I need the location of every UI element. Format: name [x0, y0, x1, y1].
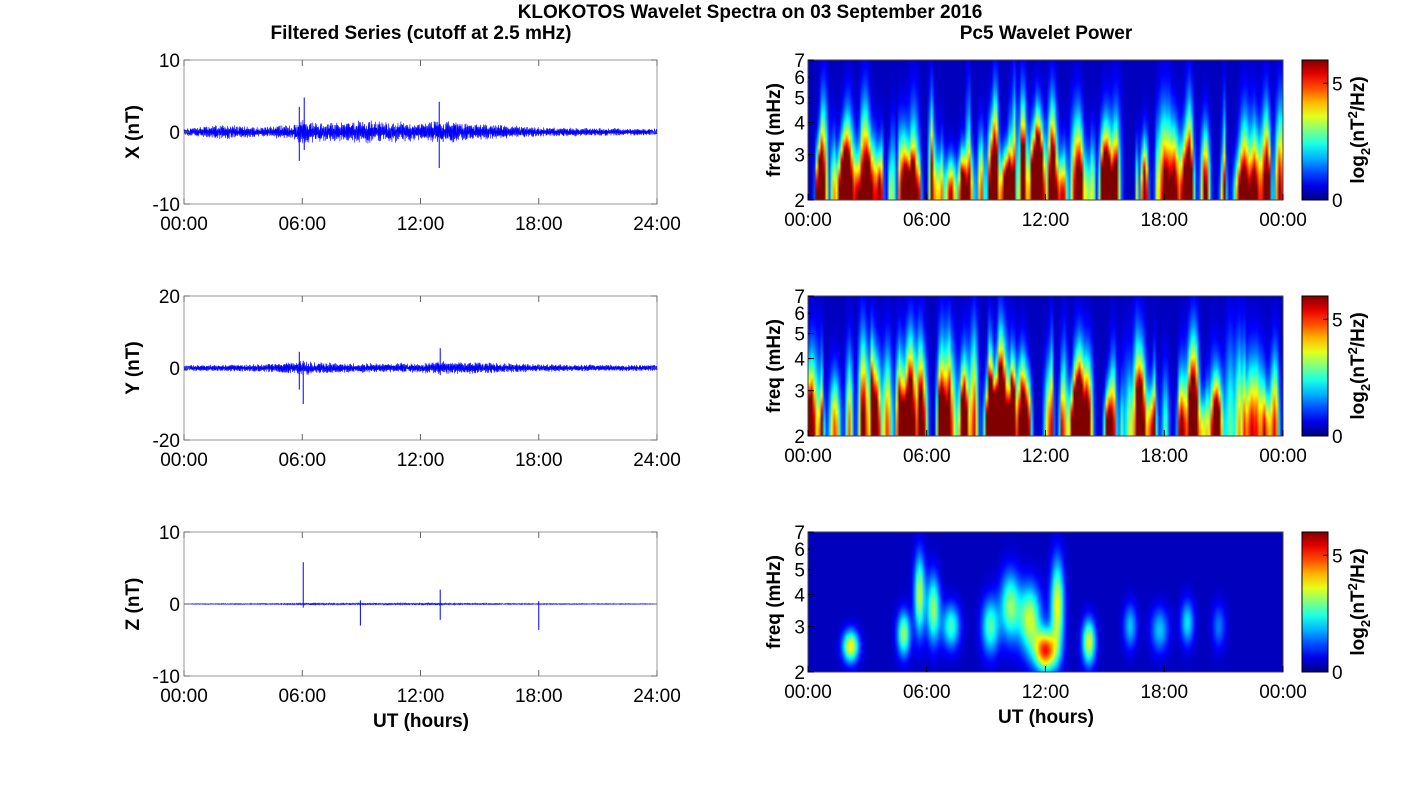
y-tick-label: 0 [169, 123, 180, 144]
y-tick-label: 3 [794, 146, 805, 167]
y-tick-label: 4 [794, 586, 805, 607]
colorbar-label: log2(nT2/Hz) [1345, 312, 1373, 419]
colorbar-tick-label: 5 [1332, 74, 1343, 95]
colorbar-gradient [1301, 531, 1329, 673]
y-tick-label: 4 [794, 350, 805, 371]
x-tick-label: 06:00 [278, 686, 326, 707]
y-tick-label: 10 [159, 51, 180, 72]
x-tick-label: 06:00 [278, 214, 326, 235]
left-column-title: Filtered Series (cutoff at 2.5 mHz) [271, 23, 572, 44]
x-tick-label: 00:00 [784, 446, 832, 467]
wavelet-power-map [808, 532, 1283, 672]
colorbar-tick-label: 5 [1332, 546, 1343, 567]
left-x-axis-label: UT (hours) [373, 711, 469, 732]
colorbar-gradient [1301, 59, 1329, 201]
x-tick-label: 00:00 [1259, 682, 1307, 703]
y-tick-label: 20 [159, 287, 180, 308]
colorbar-tick-label: 0 [1332, 191, 1343, 212]
signal-trace [183, 119, 658, 144]
y-tick-label: 2 [794, 191, 805, 212]
colorbar-label: log2(nT2/Hz) [1345, 548, 1373, 655]
x-tick-label: 18:00 [1140, 446, 1188, 467]
y-axis-label: Y (nT) [123, 341, 144, 394]
y-tick-label: 0 [169, 595, 180, 616]
y-tick-label: 5 [794, 561, 805, 582]
x-tick-label: 24:00 [633, 214, 681, 235]
colorbar-tick-label: 5 [1332, 310, 1343, 331]
x-tick-label: 12:00 [1022, 446, 1070, 467]
x-tick-label: 12:00 [397, 686, 445, 707]
signal-trace [183, 601, 658, 607]
y-tick-label: 3 [794, 618, 805, 639]
colorbar-gradient [1301, 295, 1329, 437]
y-tick-label: 4 [794, 114, 805, 135]
y-tick-label: 7 [794, 287, 805, 308]
x-tick-label: 18:00 [1140, 682, 1188, 703]
y-tick-label: -20 [153, 431, 180, 452]
x-tick-label: 00:00 [784, 210, 832, 231]
x-tick-label: 18:00 [1140, 210, 1188, 231]
y-tick-label: 0 [169, 359, 180, 380]
x-tick-label: 06:00 [903, 682, 951, 703]
x-tick-label: 24:00 [633, 450, 681, 471]
x-tick-label: 12:00 [397, 450, 445, 471]
y-tick-label: 6 [794, 304, 805, 325]
figure-title: KLOKOTOS Wavelet Spectra on 03 September… [518, 2, 983, 23]
y-tick-label: 3 [794, 382, 805, 403]
wavelet-power-map [808, 60, 1283, 200]
x-tick-label: 00:00 [160, 686, 208, 707]
x-tick-label: 06:00 [278, 450, 326, 471]
x-tick-label: 00:00 [1259, 446, 1307, 467]
y-tick-label: 5 [794, 325, 805, 346]
colorbar-tick-label: 0 [1332, 663, 1343, 684]
x-tick-label: 12:00 [397, 214, 445, 235]
x-tick-label: 00:00 [160, 214, 208, 235]
y-axis-label: X (nT) [123, 105, 144, 159]
colorbar-label: log2(nT2/Hz) [1345, 76, 1373, 183]
y-axis-label: freq (mHz) [764, 83, 785, 177]
y-tick-label: 6 [794, 68, 805, 89]
x-tick-label: 24:00 [633, 686, 681, 707]
signal-trace [183, 360, 658, 375]
y-tick-label: 7 [794, 51, 805, 72]
x-tick-label: 12:00 [1022, 682, 1070, 703]
y-tick-label: 5 [794, 89, 805, 110]
y-tick-label: -10 [153, 195, 180, 216]
right-x-axis-label: UT (hours) [998, 707, 1094, 728]
x-tick-label: 18:00 [515, 450, 563, 471]
y-tick-label: 2 [794, 663, 805, 684]
y-tick-label: 7 [794, 523, 805, 544]
colorbar-tick-label: 0 [1332, 427, 1343, 448]
x-tick-label: 06:00 [903, 210, 951, 231]
x-tick-label: 00:00 [784, 682, 832, 703]
wavelet-power-map [808, 296, 1283, 436]
x-tick-label: 06:00 [903, 446, 951, 467]
y-tick-label: 6 [794, 540, 805, 561]
y-axis-label: freq (mHz) [764, 555, 785, 649]
x-tick-label: 18:00 [515, 214, 563, 235]
x-tick-label: 18:00 [515, 686, 563, 707]
y-tick-label: -10 [153, 667, 180, 688]
y-axis-label: Z (nT) [123, 578, 144, 631]
x-tick-label: 00:00 [160, 450, 208, 471]
y-axis-label: freq (mHz) [764, 319, 785, 413]
right-column-title: Pc5 Wavelet Power [960, 23, 1133, 44]
x-tick-label: 12:00 [1022, 210, 1070, 231]
y-tick-label: 2 [794, 427, 805, 448]
y-tick-label: 10 [159, 523, 180, 544]
x-tick-label: 00:00 [1259, 210, 1307, 231]
